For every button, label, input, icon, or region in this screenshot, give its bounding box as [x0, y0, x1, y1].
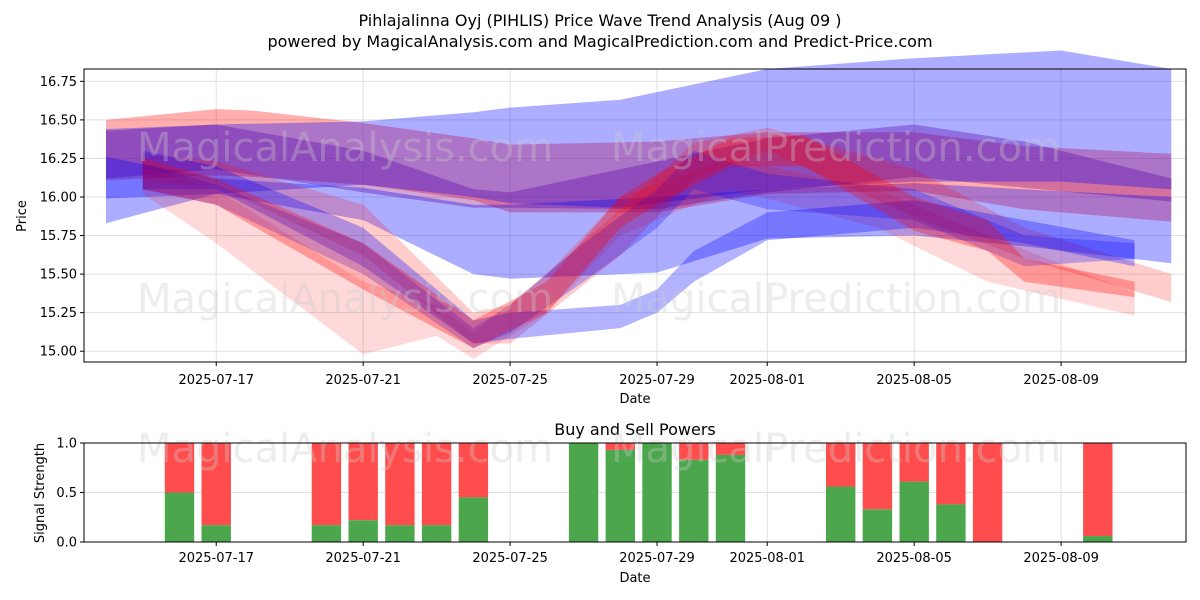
price-x-tick-label: 2025-07-25 — [472, 373, 548, 388]
sell-power-bar — [421, 443, 452, 526]
sell-power-bar — [679, 443, 709, 460]
signal-y-tick-label: 1.0 — [56, 437, 77, 452]
buy-power-bar — [862, 509, 893, 543]
sell-power-bar — [605, 443, 635, 450]
price-x-tick-label: 2025-08-09 — [1023, 373, 1099, 388]
trend-band-purple-2 — [106, 124, 1172, 210]
buy-power-bar — [605, 449, 635, 543]
signal-panel-title: Buy and Sell Powers — [554, 420, 716, 439]
buy-power-bar — [642, 443, 672, 542]
sell-power-bar — [458, 443, 489, 498]
buy-power-bar — [385, 525, 415, 542]
price-y-tick-label: 16.50 — [40, 113, 77, 128]
price-y-tick-label: 15.75 — [40, 229, 77, 244]
price-x-tick-label: 2025-07-29 — [619, 373, 695, 388]
signal-bars — [164, 443, 1113, 543]
price-x-tick-label: 2025-08-01 — [729, 373, 805, 388]
trend-band-blue-3 — [106, 50, 1172, 208]
price-y-axis-label: Price — [15, 200, 30, 232]
price-y-tick-label: 16.75 — [40, 75, 77, 90]
sell-power-bar — [899, 443, 929, 482]
signal-x-tick-label: 2025-07-29 — [619, 551, 695, 566]
sell-power-bar — [862, 443, 893, 510]
signal-axis-ticks: 2025-07-17 2025-07-21 2025-07-25 2025-07-29… — [56, 437, 1099, 567]
watermark-analysis-mid: MagicalAnalysis.com — [137, 276, 553, 322]
price-axis-ticks: 2025-07-17 2025-07-21 2025-07-25 2025-07-29… — [40, 75, 1099, 388]
buy-power-bar — [1083, 536, 1113, 542]
signal-x-tick-label: 2025-08-05 — [876, 551, 952, 566]
sell-power-bar — [348, 443, 378, 521]
buy-power-bar — [899, 481, 929, 543]
price-x-tick-label: 2025-07-21 — [325, 373, 401, 388]
signal-x-tick-label: 2025-07-17 — [178, 551, 254, 566]
buy-power-bar — [201, 525, 231, 542]
signal-x-tick-label: 2025-08-09 — [1023, 551, 1099, 566]
price-y-tick-label: 16.25 — [40, 152, 77, 167]
watermark-prediction-top: MagicalPrediction.com — [611, 125, 1061, 171]
watermark-prediction-mid: MagicalPrediction.com — [611, 276, 1061, 322]
sell-power-bar — [972, 443, 1003, 542]
signal-x-tick-label: 2025-07-25 — [472, 551, 548, 566]
price-y-tick-label: 16.00 — [40, 190, 77, 205]
trend-band-red-9 — [142, 135, 1135, 349]
price-bands — [106, 50, 1172, 359]
signal-x-tick-label: 2025-07-21 — [325, 551, 401, 566]
buy-power-bar — [715, 454, 746, 542]
watermark-analysis-top: MagicalAnalysis.com — [137, 125, 553, 171]
trend-band-red-5 — [142, 127, 1172, 344]
sell-power-bar — [826, 443, 856, 487]
signal-x-axis-label: Date — [619, 571, 650, 586]
trend-band-red-6 — [142, 158, 1135, 359]
buy-power-bar — [458, 497, 489, 543]
signal-x-tick-label: 2025-08-01 — [729, 551, 805, 566]
price-x-tick-label: 2025-08-05 — [876, 373, 952, 388]
buy-power-bar — [311, 525, 342, 542]
price-grid — [84, 69, 1186, 362]
sell-power-bar — [1083, 443, 1113, 537]
buy-power-bar — [348, 520, 378, 543]
buy-power-bar — [568, 443, 599, 542]
signal-y-tick-label: 0.0 — [56, 536, 77, 551]
watermark-prediction-bottom: MagicalPrediction.com — [611, 426, 1061, 472]
trend-band-red-1 — [106, 109, 1172, 222]
sell-power-bar — [936, 443, 966, 505]
trend-band-blue-4 — [106, 156, 1172, 279]
buy-power-bar — [679, 459, 709, 543]
trend-band-blue-7 — [142, 150, 1135, 344]
trend-band-blue-8 — [142, 150, 1135, 349]
buy-power-bar — [164, 492, 195, 542]
price-y-tick-label: 15.25 — [40, 306, 77, 321]
price-x-tick-label: 2025-07-17 — [178, 373, 254, 388]
buy-power-bar — [826, 486, 856, 542]
watermark-analysis-bottom: MagicalAnalysis.com — [137, 426, 553, 472]
chart-title: Pihlajalinna Oyj (PIHLIS) Price Wave Tre… — [358, 11, 841, 30]
signal-panel: Buy and Sell Powers MagicalAnalysis.com … — [33, 420, 1187, 586]
chart-subtitle: powered by MagicalAnalysis.com and Magic… — [267, 32, 932, 51]
price-x-axis-label: Date — [619, 392, 650, 407]
price-plot-area — [84, 69, 1186, 362]
buy-power-bar — [421, 525, 452, 542]
price-y-tick-label: 15.50 — [40, 268, 77, 283]
sell-power-bar — [164, 443, 195, 493]
sell-power-bar — [201, 443, 231, 526]
sell-power-bar — [385, 443, 415, 526]
signal-y-axis-label: Signal Strength — [33, 443, 48, 543]
price-plot-frame — [83, 68, 1187, 363]
price-y-tick-label: 15.00 — [40, 345, 77, 360]
buy-power-bar — [936, 504, 966, 542]
sell-power-bar — [715, 443, 746, 455]
sell-power-bar — [311, 443, 342, 526]
price-panel: MagicalAnalysis.com MagicalPrediction.co… — [15, 50, 1187, 407]
signal-y-tick-label: 0.5 — [56, 486, 77, 501]
